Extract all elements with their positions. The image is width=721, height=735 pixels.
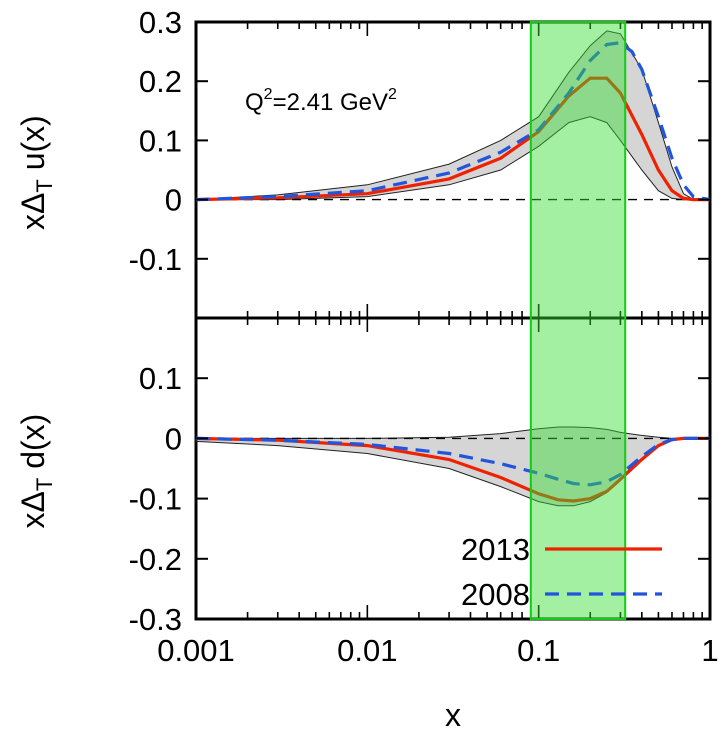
top-ytick-label: 0.3 [139,5,182,40]
bottom-series-layer [195,436,710,503]
x-tick-label: 1 [701,633,718,668]
x-tick-label: 0.01 [337,633,397,668]
legend-label-2008: 2008 [461,577,530,612]
legend-label-2013: 2013 [461,532,530,567]
x-tick-label: 0.001 [157,633,235,668]
top-ytick-label: 0.1 [139,123,182,158]
top-ticks-layer [195,21,710,318]
top-panel: 0.3 0.2 0.1 0 -0.1 Q2=2.41 GeV2 xΔT u(x) [15,5,712,320]
top-series-2008 [195,41,711,202]
top-ytick-label: 0.2 [139,64,182,99]
bottom-panel: 0.10-0.1-0.2-0.3 0.001 0.01 0.1 1 xΔT d(x) … [15,316,719,733]
bottom-panel-frame [194,316,712,621]
bot-ytick-label: -0.3 [129,602,182,637]
top-ytick-label: -0.1 [129,242,182,277]
x-tick-labels: 0.001 0.01 0.1 1 [157,633,718,668]
bot-ytick-label: 0.1 [139,361,182,396]
bot-ytick-label: 0 [165,421,182,456]
bottom-ytick-labels: 0.1 0 -0.1 -0.2 -0.3 [129,361,182,637]
x-tick-label: 0.1 [517,633,560,668]
bottom-y-axis-label: xΔT d(x) [15,414,57,529]
q2-annotation: Q2=2.41 GeV2 [245,86,397,116]
x-axis-label: x [445,697,461,733]
top-ytick-labels: 0.3 0.2 0.1 0 -0.1 [129,5,182,277]
top-y-axis-label: xΔT u(x) [15,115,57,230]
top-series-layer [195,41,711,202]
top-ytick-label: 0 [165,183,182,218]
top-series-2013 [195,76,710,202]
bot-series-2008 [195,436,710,487]
legend: 2013 2008 [461,532,662,612]
highlight-region [529,21,627,620]
bottom-ticks-layer [195,318,710,620]
bot-ytick-label: -0.1 [129,482,182,517]
bot-ytick-label: -0.2 [129,542,182,577]
